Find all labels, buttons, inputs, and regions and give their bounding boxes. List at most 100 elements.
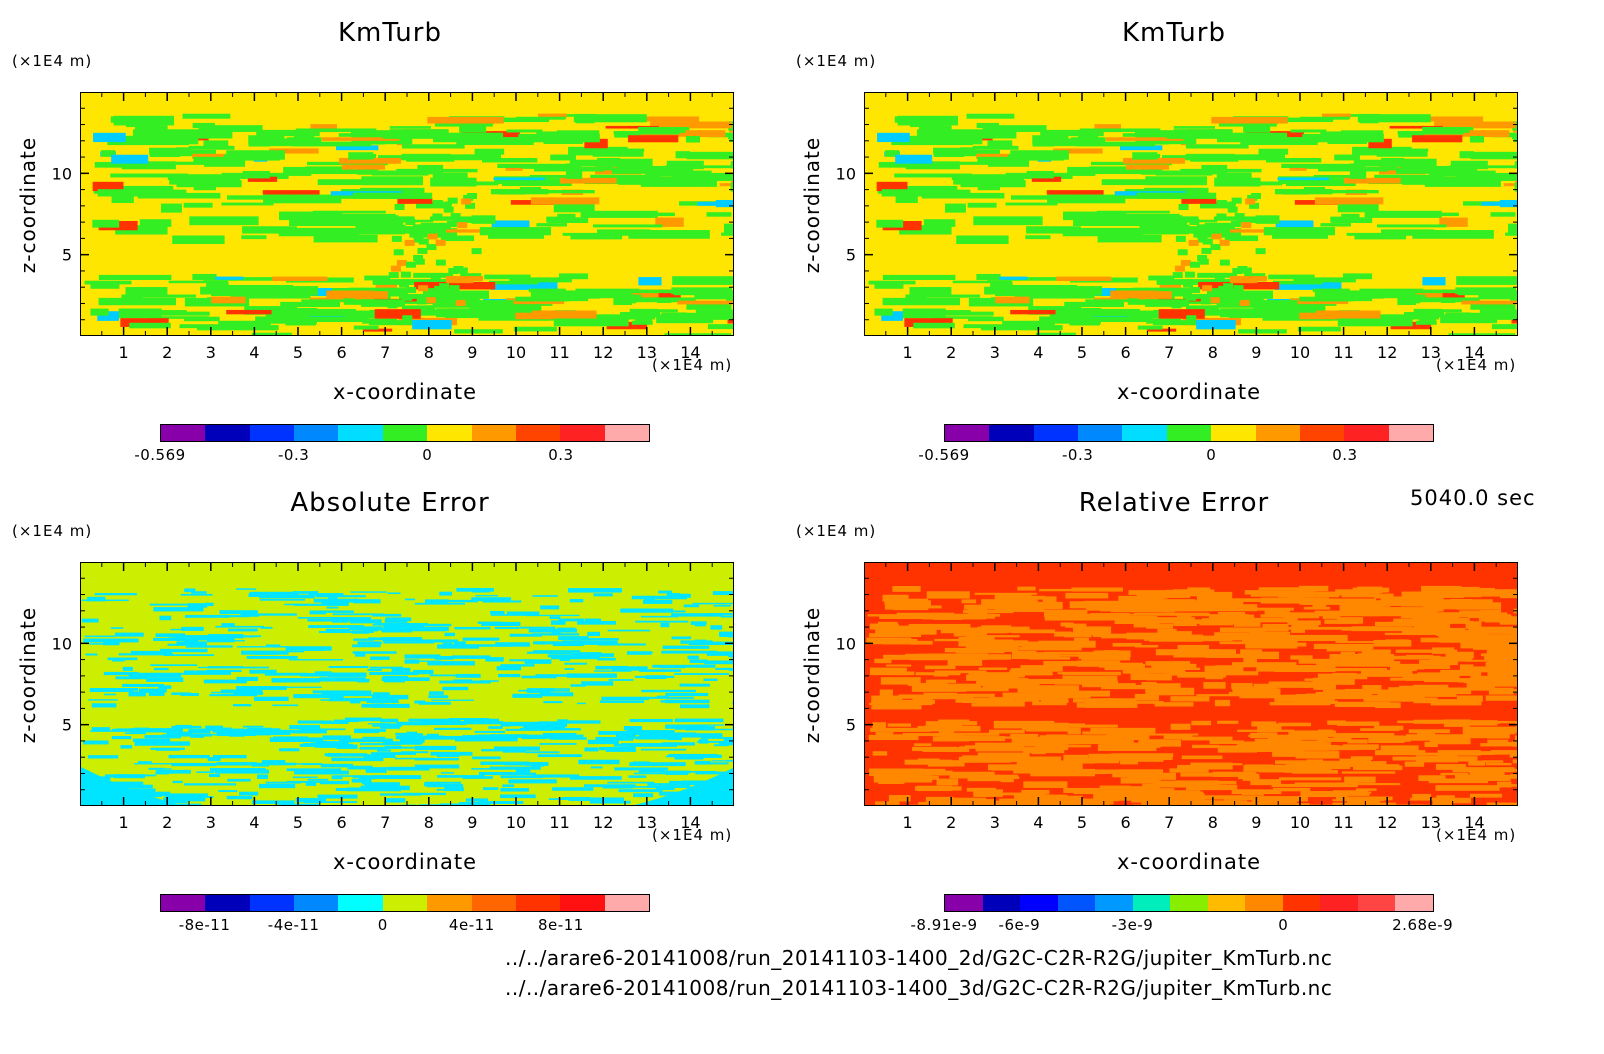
heatmap-cell	[1039, 735, 1085, 740]
heatmap-cell	[1190, 762, 1233, 770]
heatmap-cell	[662, 645, 710, 649]
heatmap-cell	[1405, 734, 1468, 741]
heatmap-cell	[930, 316, 993, 319]
heatmap-cell	[462, 776, 493, 779]
heatmap-cell	[664, 699, 710, 704]
heatmap-cell	[447, 197, 458, 204]
heatmap-cell	[1362, 685, 1382, 691]
heatmap-cell	[91, 727, 110, 731]
heatmap-cell	[421, 623, 452, 627]
heatmap-cell	[996, 605, 1020, 612]
heatmap-cell	[975, 742, 1022, 748]
heatmap-cell	[1023, 781, 1068, 788]
heatmap-cell	[259, 598, 306, 601]
heatmap-cell	[1205, 653, 1268, 658]
heatmap-cell	[419, 804, 446, 805]
heatmap-cell	[1514, 182, 1517, 192]
heatmap-cell	[934, 670, 987, 674]
heatmap-cell	[964, 604, 1014, 610]
colorbar	[160, 424, 650, 442]
x-tick-label: 9	[467, 343, 477, 362]
heatmap-cell	[1330, 216, 1347, 223]
x-tick-label: 9	[467, 813, 477, 832]
heatmap-cell	[618, 789, 663, 793]
heatmap-cell	[660, 622, 670, 628]
heatmap-cell	[1094, 605, 1146, 609]
heatmap-cell	[130, 650, 172, 655]
heatmap-cell	[666, 593, 680, 598]
heatmap-cell	[526, 751, 560, 754]
heatmap-cell	[944, 683, 982, 690]
heatmap-cell	[1368, 314, 1413, 320]
heatmap-cell	[427, 116, 504, 124]
heatmap-cell	[589, 642, 609, 644]
heatmap-cell	[730, 182, 733, 192]
heatmap-cell	[184, 588, 196, 593]
heatmap-cell	[148, 691, 165, 696]
heatmap-cell	[1010, 309, 1065, 315]
heatmap-cell	[1152, 663, 1197, 670]
heatmap-cell	[556, 130, 600, 139]
heatmap-cell	[87, 755, 119, 759]
heatmap-cell	[1207, 800, 1248, 804]
heatmap-cell	[605, 125, 659, 129]
heatmap-cell	[385, 617, 412, 622]
heatmap-cell	[1360, 653, 1378, 659]
heatmap-cell	[1189, 218, 1200, 225]
heatmap-cell	[108, 784, 153, 789]
heatmap-cell	[439, 591, 453, 596]
heatmap-cell	[633, 772, 675, 775]
heatmap-cell	[674, 756, 704, 760]
heatmap-cell	[1044, 609, 1088, 618]
heatmap-cell	[633, 176, 692, 180]
heatmap-cell	[1513, 129, 1517, 133]
x-tick-label: 4	[249, 343, 259, 362]
heatmap-cell	[1028, 656, 1071, 660]
heatmap-cell	[1448, 333, 1516, 335]
heatmap-cell	[1062, 211, 1127, 221]
heatmap-cell	[877, 621, 898, 627]
heatmap-cell	[1368, 138, 1392, 149]
heatmap-cell	[1404, 761, 1425, 767]
heatmap-cell	[1293, 277, 1356, 283]
heatmap-cell	[198, 125, 263, 132]
heatmap-cell	[1509, 752, 1517, 758]
heatmap-cell	[230, 729, 267, 734]
heatmap-cell	[1380, 289, 1463, 294]
heatmap-cell	[312, 210, 386, 214]
x-tick-label: 4	[1033, 813, 1043, 832]
heatmap-cell	[572, 638, 619, 641]
heatmap-cell	[867, 614, 923, 617]
heatmap-cell	[1044, 614, 1111, 621]
heatmap-cell	[249, 591, 296, 596]
heatmap-cell	[1043, 661, 1096, 667]
heatmap-cell	[350, 591, 387, 593]
heatmap-cell	[1146, 673, 1172, 681]
heatmap-cell	[1234, 310, 1300, 316]
heatmap-cell	[525, 762, 549, 766]
heatmap-cell	[184, 614, 230, 618]
heatmap-cell	[1275, 760, 1318, 765]
heatmap-cell	[418, 238, 429, 245]
heatmap-cell	[1112, 642, 1142, 647]
heatmap-cell	[1197, 591, 1233, 599]
heatmap-cell	[1000, 777, 1014, 783]
heatmap-cell	[987, 140, 1013, 148]
heatmap-cell	[1303, 186, 1326, 194]
heatmap-cell	[634, 675, 675, 678]
heatmap-cell	[1292, 770, 1339, 774]
heatmap-cell	[383, 625, 406, 629]
heatmap-cell	[1361, 669, 1413, 677]
heatmap-cell	[372, 623, 426, 626]
x-tick-label: 7	[380, 343, 390, 362]
heatmap-cell	[1071, 137, 1106, 144]
heatmap-cell	[1511, 134, 1517, 140]
heatmap-cell	[1196, 595, 1225, 604]
heatmap-cell	[475, 594, 498, 597]
heatmap-cell	[416, 735, 466, 740]
heatmap-cell	[348, 626, 383, 631]
heatmap-cell	[215, 276, 244, 280]
heatmap-cell	[115, 676, 148, 680]
heatmap-cell	[436, 753, 460, 758]
heatmap-cell	[1341, 213, 1360, 223]
